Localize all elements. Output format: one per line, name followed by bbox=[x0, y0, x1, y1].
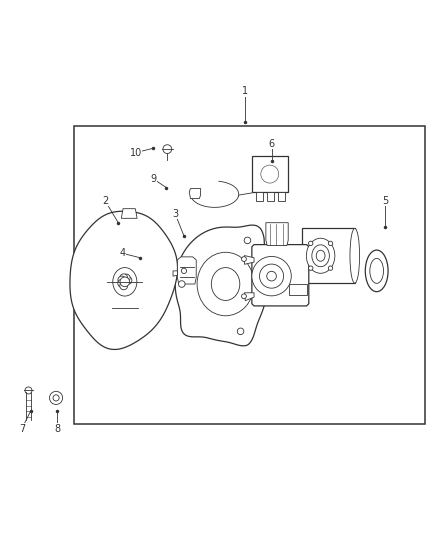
Polygon shape bbox=[267, 192, 274, 201]
Bar bbox=[74, 126, 425, 424]
Ellipse shape bbox=[163, 145, 172, 154]
Polygon shape bbox=[244, 293, 254, 301]
Ellipse shape bbox=[308, 241, 313, 246]
Ellipse shape bbox=[120, 282, 127, 290]
Ellipse shape bbox=[328, 266, 333, 270]
Ellipse shape bbox=[267, 271, 276, 281]
Ellipse shape bbox=[113, 268, 137, 296]
Polygon shape bbox=[252, 245, 309, 306]
Polygon shape bbox=[252, 156, 288, 192]
Ellipse shape bbox=[122, 274, 130, 282]
Text: 7: 7 bbox=[19, 424, 25, 433]
Ellipse shape bbox=[308, 266, 313, 270]
Ellipse shape bbox=[181, 268, 187, 273]
Ellipse shape bbox=[118, 276, 126, 284]
Ellipse shape bbox=[211, 268, 240, 301]
Ellipse shape bbox=[197, 252, 254, 316]
Ellipse shape bbox=[350, 229, 360, 283]
Text: 10: 10 bbox=[130, 148, 142, 158]
Ellipse shape bbox=[316, 251, 325, 261]
Ellipse shape bbox=[328, 241, 333, 246]
Polygon shape bbox=[173, 271, 177, 276]
Polygon shape bbox=[121, 209, 137, 219]
Text: 9: 9 bbox=[150, 174, 156, 184]
Text: 4: 4 bbox=[120, 248, 126, 259]
Polygon shape bbox=[256, 192, 263, 201]
Ellipse shape bbox=[261, 165, 279, 183]
Ellipse shape bbox=[53, 395, 59, 401]
Ellipse shape bbox=[118, 279, 126, 287]
Text: 1: 1 bbox=[242, 86, 248, 96]
Ellipse shape bbox=[124, 277, 132, 284]
Text: 5: 5 bbox=[382, 196, 389, 206]
Text: 3: 3 bbox=[172, 209, 178, 219]
Ellipse shape bbox=[252, 256, 291, 296]
Ellipse shape bbox=[242, 294, 246, 298]
Text: 6: 6 bbox=[268, 139, 275, 149]
Text: 2: 2 bbox=[102, 196, 108, 206]
Text: 8: 8 bbox=[54, 424, 60, 433]
Ellipse shape bbox=[370, 259, 384, 284]
Polygon shape bbox=[70, 211, 177, 350]
Polygon shape bbox=[177, 257, 196, 284]
Polygon shape bbox=[278, 192, 285, 201]
Ellipse shape bbox=[259, 264, 284, 288]
Ellipse shape bbox=[244, 237, 251, 244]
Ellipse shape bbox=[25, 387, 32, 394]
Ellipse shape bbox=[306, 238, 335, 273]
Polygon shape bbox=[302, 229, 355, 283]
Ellipse shape bbox=[120, 277, 130, 287]
Polygon shape bbox=[289, 284, 307, 295]
Ellipse shape bbox=[179, 281, 185, 287]
Ellipse shape bbox=[242, 257, 246, 262]
Ellipse shape bbox=[120, 274, 127, 282]
Polygon shape bbox=[266, 223, 288, 246]
Polygon shape bbox=[244, 255, 254, 264]
Ellipse shape bbox=[237, 328, 244, 335]
Polygon shape bbox=[175, 225, 268, 346]
Ellipse shape bbox=[365, 250, 388, 292]
Ellipse shape bbox=[312, 245, 329, 266]
Ellipse shape bbox=[49, 391, 63, 405]
Polygon shape bbox=[189, 189, 201, 199]
